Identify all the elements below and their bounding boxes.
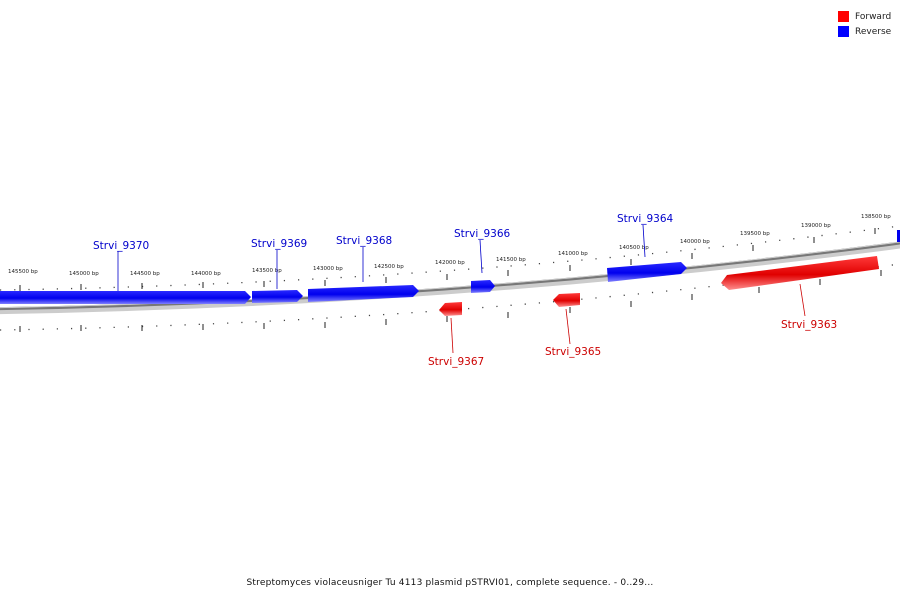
gene-label: Strvi_9370 xyxy=(93,240,149,252)
gene-arrow-reverse-partial[interactable] xyxy=(897,230,900,242)
gene-arrow-reverse[interactable] xyxy=(252,290,303,303)
gene-leader-line xyxy=(799,283,806,317)
gene-arrow-reverse[interactable] xyxy=(471,280,495,293)
gene-label: Strvi_9364 xyxy=(617,213,674,225)
tick-label: 140500 bp xyxy=(619,245,649,251)
tick-label: 144000 bp xyxy=(191,271,221,277)
gene-leader-line xyxy=(642,224,646,258)
gene-strvi-9367[interactable]: Strvi_9367 xyxy=(428,302,484,368)
tick-label: 139500 bp xyxy=(740,231,770,237)
tick-label: 141500 bp xyxy=(496,257,526,263)
tick-label: 138500 bp xyxy=(861,214,891,220)
gene-leader-line xyxy=(565,308,571,345)
tick-label: 141000 bp xyxy=(558,251,588,257)
gene-label: Strvi_9366 xyxy=(454,228,511,240)
tick-label: 145000 bp xyxy=(69,271,99,277)
legend-swatch-reverse xyxy=(838,26,849,37)
map-caption: Streptomyces violaceusniger Tu 4113 plas… xyxy=(246,578,654,588)
gene-arrow-reverse[interactable] xyxy=(308,285,419,302)
gene-strvi-9370[interactable]: Strvi_9370 xyxy=(0,240,251,304)
gene-label: Strvi_9363 xyxy=(781,319,837,331)
tick-label: 142000 bp xyxy=(435,260,465,266)
gene-label: Strvi_9369 xyxy=(251,238,307,250)
tick-label: 142500 bp xyxy=(374,264,404,270)
gene-label: Strvi_9367 xyxy=(428,356,484,368)
backbone xyxy=(0,241,900,311)
legend-label: Forward xyxy=(855,11,892,22)
legend-swatch-forward xyxy=(838,11,849,22)
gene-strvi-9365[interactable]: Strvi_9365 xyxy=(545,293,601,358)
tick-label: 143500 bp xyxy=(252,268,282,274)
backbone-shadow xyxy=(0,243,900,315)
gene-arrow-reverse[interactable] xyxy=(607,262,687,282)
gene-strvi-9369[interactable]: Strvi_9369 xyxy=(251,238,307,303)
gene-arrow-forward[interactable] xyxy=(553,293,580,307)
gene-strvi-9368[interactable]: Strvi_9368 xyxy=(308,235,419,302)
legend-label: Reverse xyxy=(855,26,892,37)
tick-label: 143000 bp xyxy=(313,266,343,272)
tick-group: 145500 bp 145000 bp 144500 bp 144000 bp … xyxy=(8,214,891,291)
inner-ticks xyxy=(19,270,882,332)
gene-arrow-reverse[interactable] xyxy=(0,291,251,304)
tick-label: 145500 bp xyxy=(8,269,38,275)
gene-leader-line xyxy=(450,317,454,354)
tick-label: 140000 bp xyxy=(680,239,710,245)
gene-label: Strvi_9368 xyxy=(336,235,392,247)
tick-label: 144500 bp xyxy=(130,271,160,277)
legend-item-reverse: Reverse xyxy=(838,24,891,39)
backbone-highlight xyxy=(0,241,900,309)
gene-label: Strvi_9365 xyxy=(545,346,601,358)
gene-arrow-forward[interactable] xyxy=(721,256,879,290)
gene-strvi-9363[interactable]: Strvi_9363 xyxy=(721,256,879,331)
tick-label: 139000 bp xyxy=(801,223,831,229)
legend: Forward Reverse xyxy=(838,9,891,39)
gene-strvi-9366[interactable]: Strvi_9366 xyxy=(454,228,511,293)
gene-strvi-9364[interactable]: Strvi_9364 xyxy=(607,213,687,282)
gene-arrow-forward[interactable] xyxy=(439,302,462,316)
gene-leader-line xyxy=(479,239,483,274)
legend-item-forward: Forward xyxy=(838,9,891,24)
